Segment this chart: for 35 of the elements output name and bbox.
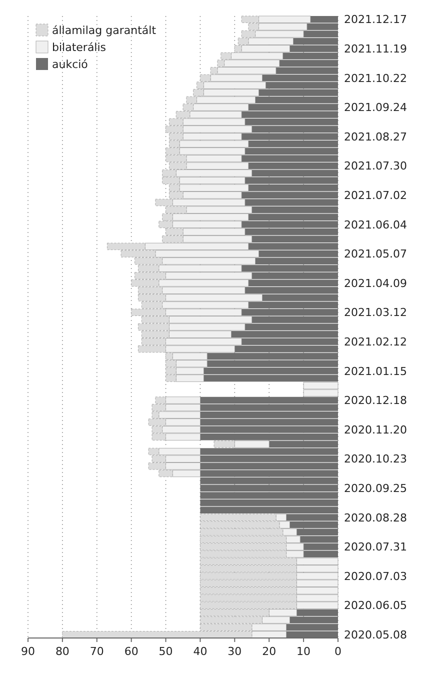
y-tick-label: 2020.09.25 bbox=[344, 482, 407, 495]
y-tick-label: 2021.12.17 bbox=[344, 13, 407, 26]
legend-label: bilaterális bbox=[52, 41, 106, 54]
y-tick-label: 2020.08.28 bbox=[344, 511, 407, 524]
y-tick-label: 2021.03.12 bbox=[344, 306, 407, 320]
y-tick-label: 2020.06.05 bbox=[344, 599, 407, 612]
x-tick-label: 80 bbox=[55, 645, 70, 658]
x-tick-label: 0 bbox=[334, 645, 342, 658]
y-tick-label: 2021.01.15 bbox=[344, 364, 407, 378]
y-tick-label: 2020.10.23 bbox=[344, 452, 407, 466]
y-tick-label: 2020.12.18 bbox=[344, 394, 407, 408]
y-tick-label: 2021.06.04 bbox=[344, 218, 407, 232]
x-tick-label: 30 bbox=[228, 645, 242, 658]
x-tick-label: 20 bbox=[262, 645, 276, 658]
x-tick-label: 90 bbox=[21, 645, 35, 658]
y-tick-label: 2020.07.03 bbox=[344, 570, 407, 583]
y-tick-label: 2021.08.27 bbox=[344, 130, 407, 144]
x-tick-label: 40 bbox=[193, 645, 208, 658]
x-tick-label: 50 bbox=[158, 645, 173, 658]
x-tick-label: 60 bbox=[124, 645, 138, 658]
y-tick-label: 2021.09.24 bbox=[344, 101, 407, 114]
y-tick-label: 2021.10.22 bbox=[344, 72, 407, 85]
x-tick-label: 70 bbox=[90, 645, 104, 658]
y-tick-label: 2021.05.07 bbox=[344, 248, 407, 261]
legend-label: államilag garantált bbox=[52, 24, 157, 37]
x-tick-label: 10 bbox=[296, 645, 311, 658]
y-tick-label: 2021.02.12 bbox=[344, 336, 407, 348]
y-tick-label: 2021.04.09 bbox=[344, 276, 407, 290]
y-tick-label: 2021.07.02 bbox=[344, 189, 407, 202]
legend-label: aukció bbox=[52, 58, 88, 71]
y-tick-label: 2021.07.30 bbox=[344, 160, 407, 173]
y-tick-label: 2020.11.20 bbox=[344, 423, 407, 436]
y-tick-label: 2020.05.08 bbox=[344, 628, 407, 642]
y-tick-label: 2020.07.31 bbox=[344, 540, 407, 554]
y-tick-label: 2021.11.19 bbox=[344, 42, 407, 56]
